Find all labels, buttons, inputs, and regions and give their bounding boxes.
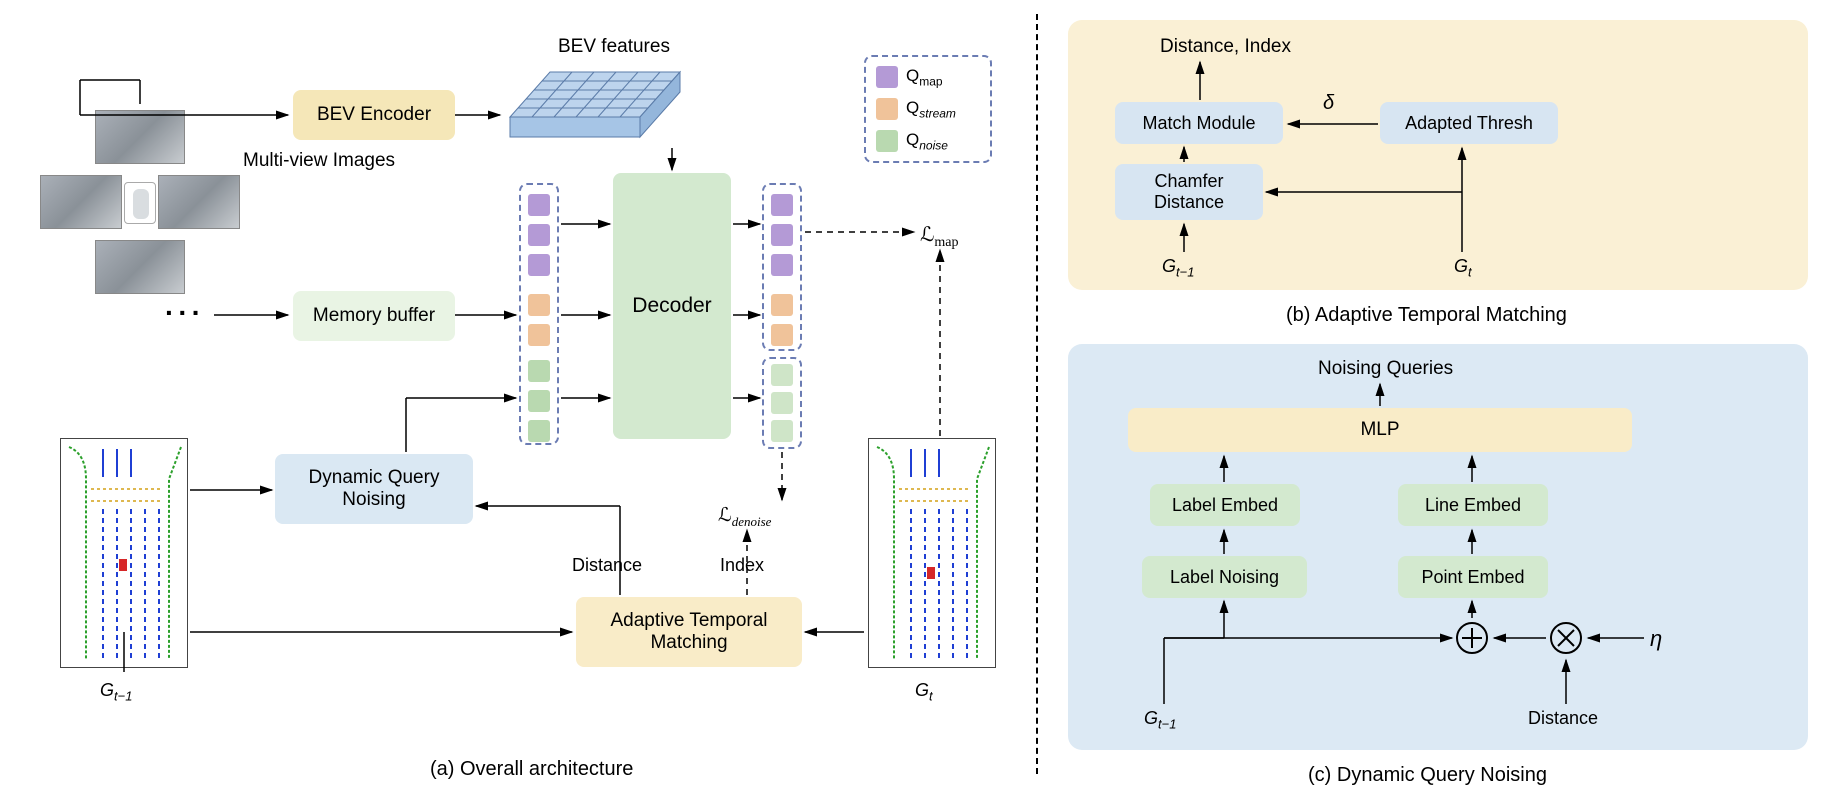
multiview-label: Multi-view Images — [243, 150, 395, 172]
q-out-stream-1 — [771, 294, 793, 316]
pb-delta: δ — [1323, 92, 1334, 115]
atm-box: Adaptive Temporal Matching — [576, 597, 802, 667]
q-out-map-2 — [771, 224, 793, 246]
index-label: Index — [720, 555, 764, 576]
pb-thresh: Adapted Thresh — [1380, 102, 1558, 144]
caption-a: (a) Overall architecture — [430, 758, 633, 781]
q-in-noise-1 — [528, 360, 550, 382]
q-in-stream-1 — [528, 294, 550, 316]
pc-line-embed-label: Line Embed — [1425, 495, 1521, 516]
legend-map-sq — [876, 66, 898, 88]
divider — [1036, 14, 1038, 774]
map-gtm1 — [60, 438, 188, 668]
q-out-noise-3 — [771, 420, 793, 442]
decoder: Decoder — [613, 173, 731, 439]
bev-encoder-label: BEV Encoder — [317, 104, 431, 126]
mv-img-top — [95, 110, 185, 164]
panel-b-bg — [1068, 20, 1808, 290]
pc-mlp-label: MLP — [1360, 419, 1399, 441]
q-out-noise-2 — [771, 392, 793, 414]
pb-match: Match Module — [1115, 102, 1283, 144]
pc-point-embed: Point Embed — [1398, 556, 1548, 598]
legend-map-label: Qmap — [906, 66, 943, 88]
pc-label-noising-label: Label Noising — [1170, 567, 1279, 588]
pb-gt: Gt — [1454, 256, 1472, 280]
pc-point-embed-label: Point Embed — [1421, 567, 1524, 588]
legend-stream-label: Qstream — [906, 98, 956, 120]
atm-label: Adaptive Temporal Matching — [610, 610, 767, 654]
pc-output: Noising Queries — [1318, 358, 1453, 380]
q-in-noise-2 — [528, 390, 550, 412]
q-in-map-2 — [528, 224, 550, 246]
q-in-noise-3 — [528, 420, 550, 442]
mv-car-center — [124, 182, 156, 224]
l-map: ℒmap — [920, 222, 959, 251]
legend-stream-sq — [876, 98, 898, 120]
legend-noise-label: Qnoise — [906, 130, 948, 152]
pc-label-embed-label: Label Embed — [1172, 495, 1278, 516]
panel-c-bg — [1068, 344, 1808, 750]
pc-distance: Distance — [1528, 708, 1598, 729]
gt-label: Gt — [915, 680, 933, 704]
decoder-label: Decoder — [632, 294, 711, 318]
bev-encoder: BEV Encoder — [293, 90, 455, 140]
pc-times-icon — [1548, 620, 1584, 656]
pc-label-embed: Label Embed — [1150, 484, 1300, 526]
caption-b: (b) Adaptive Temporal Matching — [1286, 304, 1567, 327]
q-in-map-3 — [528, 254, 550, 276]
pb-chamfer-label: Chamfer Distance — [1154, 171, 1224, 213]
pb-output: Distance, Index — [1160, 36, 1291, 58]
distance-label: Distance — [572, 555, 642, 576]
pb-match-label: Match Module — [1142, 113, 1255, 134]
memory-label: Memory buffer — [313, 305, 435, 327]
bev-grid — [500, 62, 690, 162]
q-in-map-1 — [528, 194, 550, 216]
dqn-box: Dynamic Query Noising — [275, 454, 473, 524]
pc-gtm1: Gt−1 — [1144, 708, 1176, 732]
l-denoise: ℒdenoise — [718, 504, 771, 530]
pb-thresh-label: Adapted Thresh — [1405, 113, 1533, 134]
pc-label-noising: Label Noising — [1142, 556, 1307, 598]
mv-img-left — [40, 175, 122, 229]
dots-label: ··· — [165, 297, 205, 329]
map-gt — [868, 438, 996, 668]
memory-buffer: Memory buffer — [293, 291, 455, 341]
bev-features-label: BEV features — [558, 36, 670, 58]
q-out-noise-1 — [771, 364, 793, 386]
pc-line-embed: Line Embed — [1398, 484, 1548, 526]
legend-noise-sq — [876, 130, 898, 152]
caption-c: (c) Dynamic Query Noising — [1308, 764, 1547, 787]
gtm1-label: Gt−1 — [100, 680, 132, 704]
pc-eta: η — [1650, 626, 1662, 652]
dqn-label: Dynamic Query Noising — [309, 467, 440, 511]
q-out-map-3 — [771, 254, 793, 276]
pc-plus-icon — [1454, 620, 1490, 656]
q-out-stream-2 — [771, 324, 793, 346]
pb-chamfer: Chamfer Distance — [1115, 164, 1263, 220]
pc-mlp: MLP — [1128, 408, 1632, 452]
mv-img-bottom — [95, 240, 185, 294]
q-in-stream-2 — [528, 324, 550, 346]
pb-gtm1: Gt−1 — [1162, 256, 1194, 280]
q-out-map-1 — [771, 194, 793, 216]
mv-img-right — [158, 175, 240, 229]
